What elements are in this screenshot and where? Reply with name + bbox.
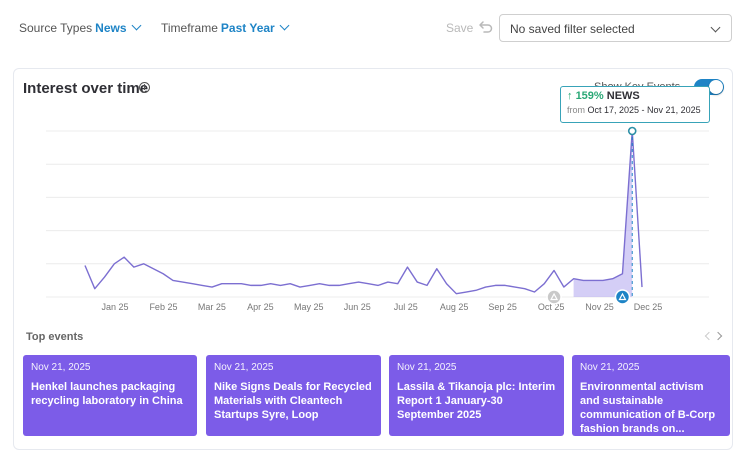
event-headline: Nike Signs Deals for Recycled Materials … <box>214 381 372 421</box>
event-date: Nov 21, 2025 <box>580 362 640 373</box>
chart-tooltip: ↑ 159% NEWS from Oct 17, 2025 - Nov 21, … <box>560 86 710 123</box>
x-tick-label: Oct 25 <box>538 302 565 312</box>
x-tick-label: Feb 25 <box>149 302 177 312</box>
peak-point <box>627 126 637 136</box>
top-events-title: Top events <box>26 331 84 343</box>
toggle-knob <box>709 80 723 94</box>
tooltip-percent: 159% <box>575 90 604 102</box>
source-types-label: Source Types <box>19 21 93 35</box>
x-tick-label: Dec 25 <box>634 302 663 312</box>
event-card[interactable]: Nov 21, 2025 Lassila & Tikanoja plc: Int… <box>389 355 564 436</box>
event-card[interactable]: Nov 21, 2025 Environmental activism and … <box>572 355 730 436</box>
event-headline: Henkel launches packaging recycling labo… <box>31 381 183 407</box>
arrow-up-icon: ↑ <box>567 90 573 102</box>
interest-card: Interest over time i Show Key Events Jan… <box>13 68 733 450</box>
interest-chart: Jan 25 Feb 25 Mar 25 Apr 25 May 25 Jun 25 Jul … <box>46 126 709 312</box>
x-tick-label: Jun 25 <box>344 302 371 312</box>
event-headline: Environmental activism and sustainable c… <box>580 381 716 435</box>
x-tick-label: Aug 25 <box>440 302 469 312</box>
timeframe-value: Past Year <box>220 21 275 35</box>
tooltip-range: Oct 17, 2025 - Nov 21, 2025 <box>587 105 701 115</box>
tooltip-source: NEWS <box>606 90 640 102</box>
bell-icon <box>618 292 627 301</box>
x-tick-label: Jan 25 <box>101 302 128 312</box>
source-types-filter[interactable]: Source Types News <box>19 20 141 35</box>
save-button[interactable]: Save <box>446 21 474 35</box>
source-types-value: News <box>95 21 127 35</box>
key-event-marker <box>614 289 631 305</box>
card-title: Interest over time <box>23 80 149 97</box>
chevron-down-icon <box>131 20 141 31</box>
series-line <box>84 130 643 295</box>
x-tick-label: May 25 <box>294 302 324 312</box>
saved-filter-select[interactable]: No saved filter selected <box>499 14 732 42</box>
info-icon[interactable]: i <box>139 82 150 93</box>
x-tick-label: Sep 25 <box>488 302 517 312</box>
event-card[interactable]: Nov 21, 2025 Nike Signs Deals for Recycl… <box>206 355 381 436</box>
x-tick-label: Nov 25 <box>585 302 614 312</box>
chevron-down-icon <box>710 22 721 33</box>
saved-filter-value: No saved filter selected <box>510 22 635 36</box>
event-headline: Lassila & Tikanoja plc: Interim Report 1… <box>397 381 556 421</box>
filter-bar: Source Types News Timeframe Past Year Save… <box>0 0 747 60</box>
x-tick-label: Mar 25 <box>198 302 226 312</box>
timeframe-filter[interactable]: Timeframe Past Year <box>161 20 290 35</box>
event-date: Nov 21, 2025 <box>214 362 274 373</box>
event-date: Nov 21, 2025 <box>31 362 91 373</box>
chevron-down-icon <box>279 20 290 31</box>
event-card[interactable]: Nov 21, 2025 Henkel launches packaging r… <box>23 355 197 436</box>
timeframe-label: Timeframe <box>161 21 218 35</box>
event-date: Nov 21, 2025 <box>397 362 457 373</box>
x-tick-label: Jul 25 <box>394 302 418 312</box>
chevron-left-icon[interactable] <box>704 331 714 341</box>
x-tick-label: Apr 25 <box>247 302 274 312</box>
bell-icon <box>550 292 559 301</box>
tooltip-from: from <box>567 105 585 115</box>
highlight-area <box>573 131 633 297</box>
key-event-marker <box>546 289 562 305</box>
chevron-right-icon[interactable] <box>713 331 723 341</box>
undo-icon[interactable] <box>478 19 494 35</box>
